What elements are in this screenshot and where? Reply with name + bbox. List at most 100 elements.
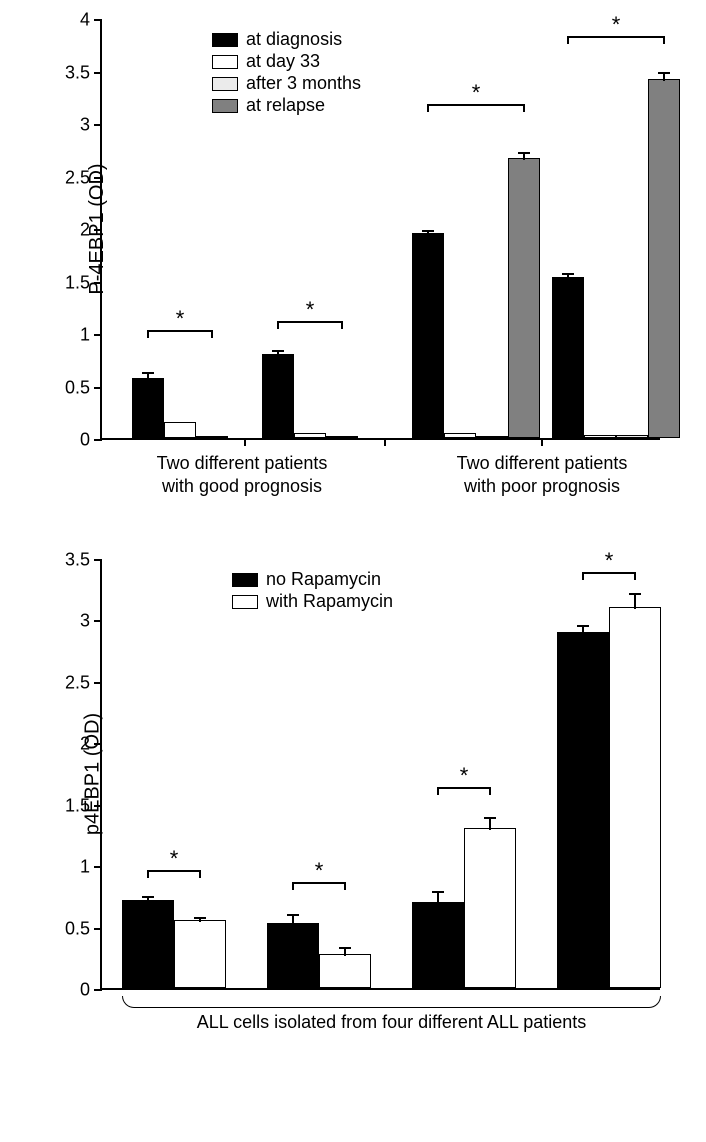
ytick xyxy=(94,19,102,21)
x-group-label-line: with good prognosis xyxy=(112,475,372,498)
legend-item: with Rapamycin xyxy=(232,590,393,612)
sig-bracket-end xyxy=(344,882,346,890)
group-bracket-label: ALL cells isolated from four different A… xyxy=(122,1012,661,1033)
sig-bracket-end xyxy=(489,787,491,795)
error-cap xyxy=(484,817,496,819)
sig-star: * xyxy=(176,306,185,332)
error-cap xyxy=(287,914,299,916)
error-cap xyxy=(142,896,154,898)
legend-item: after 3 months xyxy=(212,72,361,94)
data-bar xyxy=(319,954,371,988)
ytick-label: 3.5 xyxy=(65,550,90,571)
error-cap xyxy=(577,625,589,627)
error-cap xyxy=(142,372,154,374)
ytick xyxy=(94,124,102,126)
data-bar xyxy=(648,79,680,438)
data-bar xyxy=(174,920,226,988)
x-group-label-line: with poor prognosis xyxy=(412,475,672,498)
ytick xyxy=(94,72,102,74)
error-bar xyxy=(634,594,636,609)
ytick-label: 0 xyxy=(80,980,90,1001)
sig-bracket-end xyxy=(147,330,149,338)
error-cap xyxy=(518,152,530,154)
ytick xyxy=(94,559,102,561)
chart2-wrap: p4EBP1 (OD) 00.511.522.533.5no Rapamycin… xyxy=(100,560,706,990)
error-cap xyxy=(194,917,206,919)
sig-bracket-end xyxy=(523,104,525,112)
error-bar xyxy=(147,373,149,380)
ytick-label: 1.5 xyxy=(65,795,90,816)
data-bar xyxy=(557,632,609,988)
xtick xyxy=(384,438,386,446)
legend-label: at relapse xyxy=(246,95,325,115)
ytick xyxy=(94,928,102,930)
ytick xyxy=(94,334,102,336)
ytick-label: 0.5 xyxy=(65,918,90,939)
sig-bracket-end xyxy=(634,572,636,580)
ytick-label: 4 xyxy=(80,10,90,31)
sig-star: * xyxy=(315,858,324,884)
data-bar xyxy=(464,828,516,988)
chart2-ylabel: p4EBP1 (OD) xyxy=(82,713,105,835)
data-bar xyxy=(164,422,196,438)
ytick xyxy=(94,387,102,389)
error-cap xyxy=(629,593,641,595)
error-cap xyxy=(422,230,434,232)
ytick xyxy=(94,866,102,868)
error-bar xyxy=(292,915,294,925)
legend: at diagnosisat day 33after 3 monthsat re… xyxy=(212,28,361,116)
sig-bracket-end xyxy=(211,330,213,338)
group-bracket xyxy=(122,996,661,1008)
legend-swatch xyxy=(212,33,238,47)
x-group-label: Two different patientswith good prognosi… xyxy=(112,452,372,499)
sig-bracket-end xyxy=(341,321,343,329)
error-cap xyxy=(272,350,284,352)
legend: no Rapamycinwith Rapamycin xyxy=(232,568,393,612)
ytick xyxy=(94,805,102,807)
error-cap xyxy=(432,891,444,893)
ytick-label: 2.5 xyxy=(65,167,90,188)
error-bar xyxy=(582,626,584,633)
xtick xyxy=(244,438,246,446)
chart1-wrap: P-4EBP1 (OD) 00.511.522.533.54at diagnos… xyxy=(100,20,706,440)
error-bar xyxy=(437,892,439,904)
sig-bracket-end xyxy=(437,787,439,795)
error-bar xyxy=(663,73,665,81)
data-bar xyxy=(412,902,464,988)
sig-star: * xyxy=(306,297,315,323)
sig-bracket-end xyxy=(427,104,429,112)
data-bar xyxy=(122,900,174,988)
ytick-label: 2 xyxy=(80,220,90,241)
legend-swatch xyxy=(232,573,258,587)
sig-star: * xyxy=(472,80,481,106)
error-cap xyxy=(562,273,574,275)
data-bar xyxy=(476,436,508,438)
legend-item: no Rapamycin xyxy=(232,568,393,590)
sig-bracket-end xyxy=(567,36,569,44)
error-bar xyxy=(344,948,346,955)
data-bar xyxy=(508,158,540,438)
ytick-label: 1 xyxy=(80,857,90,878)
data-bar xyxy=(616,435,648,438)
data-bar xyxy=(132,378,164,438)
data-bar xyxy=(412,233,444,438)
ytick xyxy=(94,620,102,622)
sig-star: * xyxy=(170,846,179,872)
data-bar xyxy=(196,436,228,438)
data-bar xyxy=(262,354,294,438)
legend-item: at day 33 xyxy=(212,50,361,72)
legend-item: at diagnosis xyxy=(212,28,361,50)
x-group-label: Two different patientswith poor prognosi… xyxy=(412,452,672,499)
data-bar xyxy=(267,923,319,988)
chart2-plot: p4EBP1 (OD) 00.511.522.533.5no Rapamycin… xyxy=(100,560,660,990)
x-group-label-line: Two different patients xyxy=(112,452,372,475)
error-bar xyxy=(489,818,491,830)
legend-swatch xyxy=(212,99,238,113)
xtick xyxy=(541,438,543,446)
data-bar xyxy=(326,436,358,438)
ytick xyxy=(94,743,102,745)
legend-swatch xyxy=(232,595,258,609)
x-group-label-line: Two different patients xyxy=(412,452,672,475)
ytick-label: 0.5 xyxy=(65,377,90,398)
legend-label: at day 33 xyxy=(246,51,320,71)
